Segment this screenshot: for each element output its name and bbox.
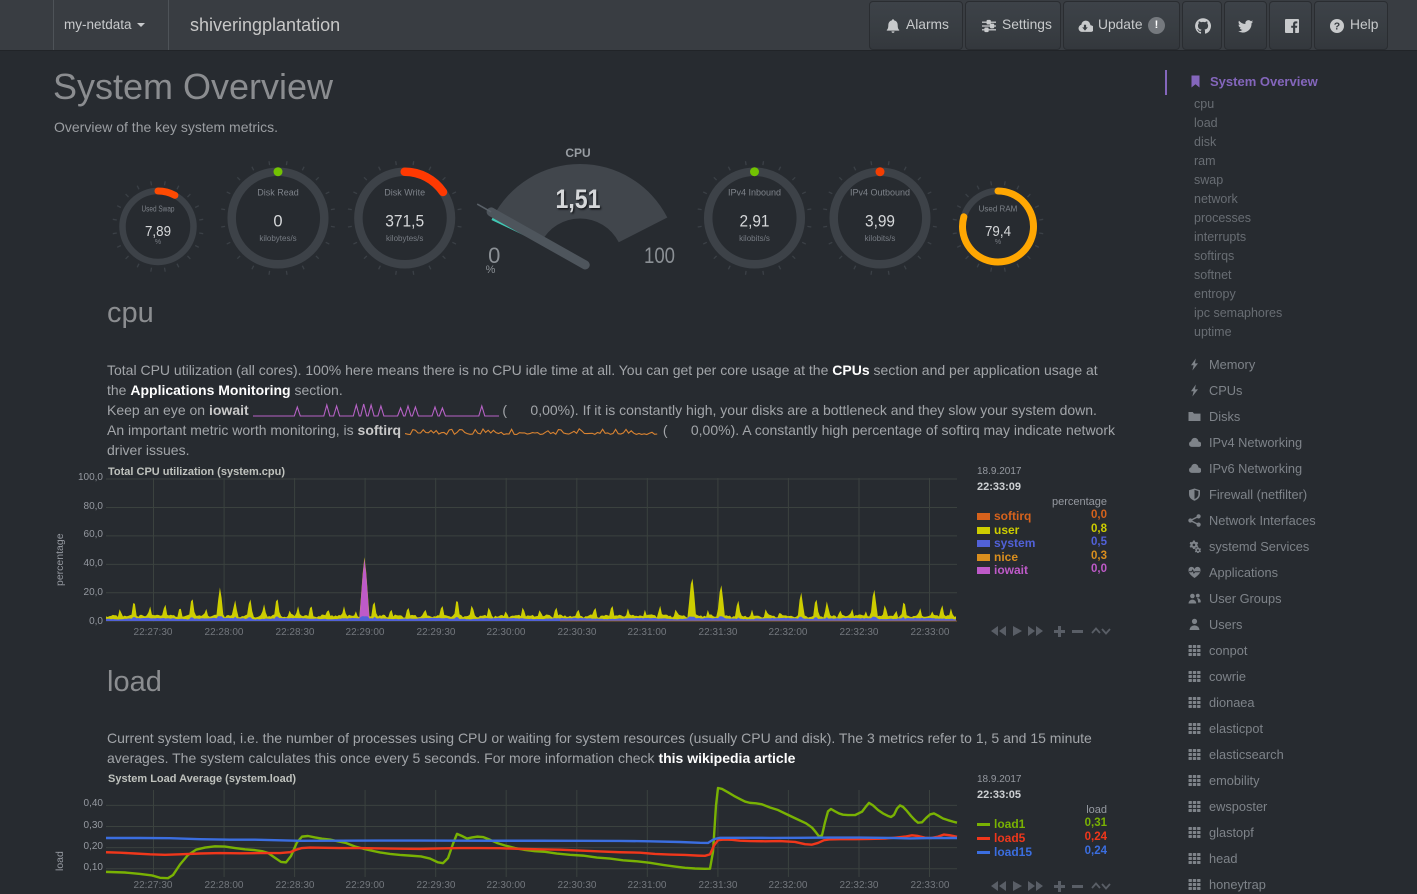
svg-text:Disk Read: Disk Read [257,188,299,198]
svg-text:kilobytes/s: kilobytes/s [259,234,296,243]
svg-text:1,51: 1,51 [556,184,601,214]
svg-text:0: 0 [488,243,500,268]
svg-text:CPU: CPU [565,146,590,160]
svg-text:IPv4 Outbound: IPv4 Outbound [850,188,910,198]
svg-text:%: % [995,239,1001,246]
svg-text:3,99: 3,99 [865,213,895,231]
svg-text:79,4: 79,4 [985,223,1011,240]
svg-text:kilobits/s: kilobits/s [739,234,770,243]
svg-text:%: % [155,239,161,246]
svg-text:?: ? [1334,20,1340,32]
svg-text:kilobytes/s: kilobytes/s [386,234,423,243]
svg-text:IPv4 Inbound: IPv4 Inbound [728,188,781,198]
svg-text:2,91: 2,91 [740,213,770,231]
svg-text:Used Swap: Used Swap [142,205,175,214]
svg-text:kilobits/s: kilobits/s [865,234,896,243]
svg-text:0: 0 [273,213,282,231]
svg-text:%: % [486,264,496,276]
svg-text:Disk Write: Disk Write [384,188,425,198]
svg-text:7,89: 7,89 [145,223,171,240]
svg-text:100: 100 [644,243,675,268]
svg-text:Used RAM: Used RAM [979,205,1018,214]
svg-text:371,5: 371,5 [385,213,424,231]
